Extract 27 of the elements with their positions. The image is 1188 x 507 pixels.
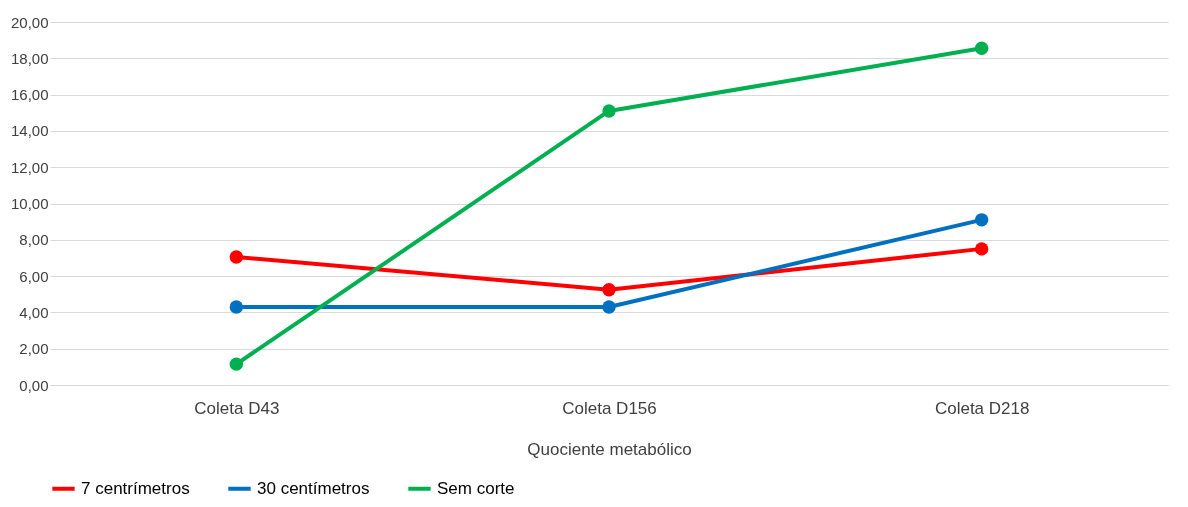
x-tick-label: Coleta D218 <box>934 398 1030 418</box>
y-tick-label: 16,00 <box>10 86 49 104</box>
point <box>974 242 989 256</box>
x-axis-title: Quociente metabólico <box>527 439 692 459</box>
legend-label: 7 centrímetros <box>81 478 190 498</box>
y-tick-label: 10,00 <box>10 195 49 212</box>
point <box>229 300 244 314</box>
y-tick-label: 18,00 <box>10 49 49 67</box>
y-tick-label: 6,00 <box>19 267 49 285</box>
legend-label: 30 centímetros <box>257 478 370 498</box>
point <box>229 357 244 371</box>
y-tick-label: 14,00 <box>10 122 49 140</box>
x-tick-label: Coleta D43 <box>194 398 280 418</box>
point <box>602 300 616 314</box>
x-tick-label: Coleta D156 <box>562 398 657 418</box>
y-tick-label: 0,00 <box>19 376 49 394</box>
y-tick-label: 4,00 <box>19 303 49 321</box>
y-tick-label: 20,00 <box>10 13 49 31</box>
point <box>974 213 989 227</box>
y-tick-label: 2,00 <box>19 340 49 358</box>
y-tick-label: 12,00 <box>10 158 49 176</box>
point <box>602 104 616 118</box>
point <box>229 250 244 264</box>
y-tick-label: 8,00 <box>19 231 49 249</box>
legend-label: Sem corte <box>437 478 515 498</box>
point <box>974 41 989 56</box>
point <box>602 283 616 297</box>
